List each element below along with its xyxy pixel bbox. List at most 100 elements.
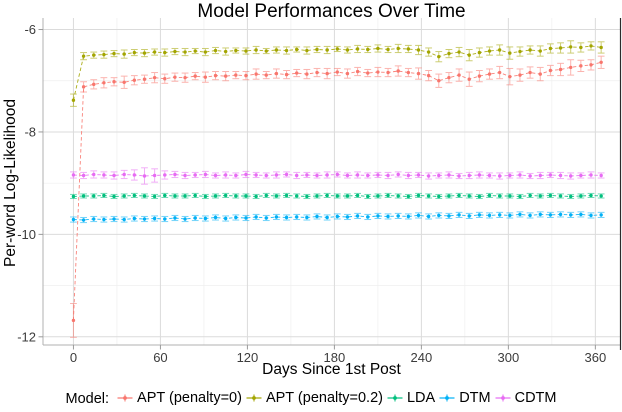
legend-key-icon — [495, 394, 511, 401]
series-apt-penalty-0-2 — [70, 40, 605, 107]
data-point — [477, 173, 482, 177]
data-point — [518, 212, 522, 217]
data-point — [122, 194, 126, 198]
data-point — [112, 217, 116, 221]
data-point — [538, 173, 542, 178]
data-point — [487, 72, 492, 76]
data-point — [92, 172, 96, 177]
data-point — [213, 73, 218, 78]
data-point — [386, 70, 390, 75]
data-point — [558, 194, 563, 198]
y-tick-label: -8 — [24, 124, 36, 139]
data-point — [163, 76, 167, 81]
data-point — [274, 48, 279, 52]
data-point — [112, 194, 116, 199]
data-point — [487, 173, 492, 178]
data-point — [163, 50, 167, 55]
legend-label: CDTM — [514, 389, 557, 406]
data-point — [406, 214, 411, 219]
data-point — [315, 70, 319, 75]
data-point — [437, 173, 441, 178]
data-point — [325, 173, 329, 177]
legend-label: LDA — [406, 389, 436, 406]
data-point — [193, 74, 197, 78]
data-point — [447, 173, 451, 177]
data-point — [203, 50, 208, 54]
data-point — [305, 72, 309, 76]
legend: Model: APT (penalty=0) APT (penalty=0.2) L… — [0, 389, 622, 409]
data-point — [467, 214, 471, 218]
data-point — [173, 49, 177, 54]
data-point — [142, 217, 147, 221]
data-point — [295, 47, 299, 52]
data-point — [112, 80, 116, 84]
legend-item-apt-penalty-0: APT (penalty=0) — [113, 390, 242, 406]
data-point — [81, 85, 86, 89]
data-point — [254, 194, 258, 199]
data-point — [92, 194, 96, 198]
data-point — [102, 173, 106, 177]
data-point — [254, 72, 258, 76]
data-point — [396, 214, 400, 218]
series-dtm — [70, 211, 605, 224]
data-point — [193, 216, 197, 220]
legend-key-icon — [246, 394, 262, 401]
data-point — [345, 194, 350, 198]
data-point — [426, 174, 431, 178]
data-point — [366, 215, 370, 219]
legend-key-icon — [117, 394, 133, 401]
data-point — [518, 173, 522, 177]
data-point — [71, 98, 76, 102]
chart-title: Model Performances Over Time — [197, 1, 466, 22]
data-point — [264, 49, 268, 53]
data-point — [366, 173, 370, 178]
data-point — [406, 194, 411, 199]
data-point — [203, 216, 208, 221]
data-point — [325, 193, 329, 198]
data-point — [335, 47, 339, 51]
data-point — [497, 194, 502, 198]
data-point — [71, 318, 76, 323]
data-point — [112, 51, 116, 56]
data-point — [173, 194, 177, 198]
data-point — [538, 49, 542, 53]
data-point — [325, 215, 329, 220]
data-point — [558, 67, 563, 72]
data-point — [518, 194, 522, 199]
data-point — [447, 75, 451, 80]
data-point — [142, 174, 147, 178]
data-point — [213, 215, 218, 220]
x-tick-label: 180 — [324, 350, 346, 365]
data-point — [274, 215, 279, 219]
data-point — [295, 215, 299, 219]
data-point — [203, 172, 208, 177]
data-point — [355, 47, 360, 51]
data-point — [315, 47, 319, 52]
data-point — [376, 214, 380, 218]
data-point — [163, 217, 167, 221]
data-point — [223, 49, 228, 54]
data-point — [173, 172, 177, 177]
data-point — [599, 60, 603, 64]
data-point — [386, 173, 390, 178]
data-point — [447, 214, 451, 218]
data-point — [467, 77, 471, 81]
y-tick-label: -6 — [24, 22, 36, 37]
data-point — [579, 194, 583, 198]
data-point — [223, 74, 228, 78]
data-point — [569, 213, 573, 217]
legend-key-icon — [387, 394, 403, 401]
x-tick-label: 120 — [237, 350, 259, 365]
data-point — [325, 48, 329, 52]
data-point — [315, 173, 319, 178]
data-point — [589, 173, 593, 177]
data-point — [132, 50, 137, 55]
data-point — [335, 214, 339, 219]
data-point — [528, 213, 532, 218]
data-point — [264, 173, 268, 178]
data-point — [193, 49, 197, 53]
data-point — [589, 193, 593, 198]
data-point — [112, 173, 116, 178]
data-point — [234, 73, 238, 77]
data-point — [396, 172, 400, 177]
